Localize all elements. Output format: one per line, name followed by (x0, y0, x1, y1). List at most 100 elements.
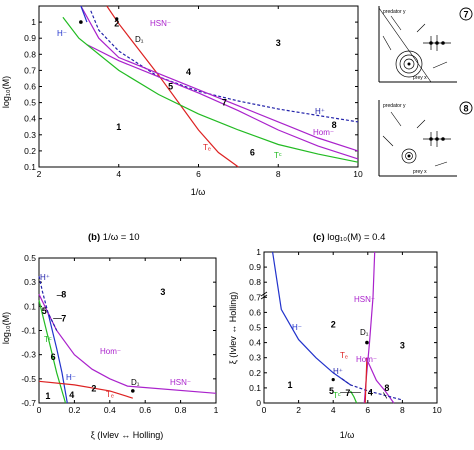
panel-c-pointer-8 (383, 392, 388, 399)
panel-a-region-3: 3 (276, 38, 281, 48)
panel-a-ytick-label: 0.6 (24, 82, 36, 92)
panel-b-ytick-label: -0.5 (21, 374, 36, 384)
panel-c-label-tc: Tᶜ (333, 391, 341, 400)
panel-b-xtick-label: 0.4 (104, 405, 116, 415)
panel-b-series-3 (38, 380, 133, 399)
panel-b-region-4: 4 (69, 390, 74, 400)
panel-b-ytick-label: -0.3 (21, 350, 36, 360)
panel-b-xtick-label: 0.8 (175, 405, 187, 415)
panel-a-ytick-label: 0.9 (24, 33, 36, 43)
panel-b-label-tc: Tᶜ (44, 335, 52, 344)
panel-c-label-d1: D₁ (360, 328, 369, 337)
panel-a-region-8: 8 (332, 120, 337, 130)
panel-c-label-hom: Hom⁻ (356, 355, 377, 364)
panel-c-chart: 0 2 4 6 8 10 0 0.1 0.2 0.3 0.4 0.5 0.6 0.7 0.8 0.9 1 1 2 3… (228, 247, 442, 440)
panel-a-xtick-label: 4 (116, 169, 121, 179)
panel-a-label-hom: Hom⁻ (313, 128, 334, 137)
panel-b-hplus (38, 275, 58, 331)
panel-b-xlabel: ξ (Ivlev ↔ Holling) (91, 430, 164, 440)
panel-b-title-text: 1/ω = 10 (100, 232, 139, 243)
panel-b-label-d1: D₁ (131, 378, 140, 387)
panel-a-xtick-label: 2 (37, 169, 42, 179)
panel-a-xtick-label: 10 (353, 169, 363, 179)
panel-b-xtick-label: 0.2 (68, 405, 80, 415)
panel-c-series-0 (272, 251, 351, 386)
panel-b-region-3: 3 (160, 287, 165, 297)
panel-b-region-8: 8 (61, 289, 66, 299)
panel-c-region-labels: 1 2 3 4 5 7 8 (287, 319, 404, 398)
panel-a-label-tc: Tᶜ (274, 151, 282, 160)
panel-c-xlabel: 1/ω (340, 430, 355, 440)
panel-a-label-hminus: H⁻ (57, 29, 67, 38)
panel-b-ytick-label: 0.3 (24, 277, 36, 287)
panel-a-xtick-label: 8 (276, 169, 281, 179)
panel-b-series-0 (47, 312, 68, 404)
panel-c-region-5: 5 (329, 386, 334, 396)
panel-a-label-te: Tₑ (203, 143, 211, 152)
panel-c-region-4: 4 (368, 387, 373, 397)
inset-8-xlabel: prey x (413, 169, 427, 175)
panel-b-region-labels: 1 2 3 4 5 6 7 8 (42, 287, 166, 401)
panel-c-series-3 (341, 378, 403, 401)
panel-c-title-text: log₁₀(M) = 0.4 (325, 232, 386, 243)
panel-a-ytick-label: 0.3 (24, 130, 36, 140)
panel-c-xtick-label: 8 (400, 405, 405, 415)
panel-a-ytick-label: 0.7 (24, 65, 36, 75)
phase-portrait-inset-7: predator y prey x 7 (378, 6, 473, 83)
panel-c-label-hsn: HSN⁻ (354, 295, 375, 304)
panel-b-label-hsn: HSN⁻ (170, 378, 191, 387)
inset-7-number: 7 (463, 10, 468, 20)
panel-c-ytick-label: 0.8 (249, 277, 261, 287)
panel-b-xtick-label: 0.6 (139, 405, 151, 415)
panel-a-label-hplus: H⁺ (315, 107, 325, 116)
panel-c-ytick-label: 0.3 (249, 353, 261, 363)
panel-b-xtick-label: 0 (37, 405, 42, 415)
panel-c-region-2: 2 (331, 319, 336, 329)
panel-b-axes: 0 0.2 0.4 0.6 0.8 1 -0.7 -0.5 -0.3 -0.1 0.1 0.3 0.5 (21, 253, 218, 415)
inset-8-ylabel: predator y (383, 103, 406, 109)
panel-b-chart: 0 0.2 0.4 0.6 0.8 1-0.7-0.5-0.3-0.10.10.30.5 … (1, 253, 219, 440)
panel-a-series-1 (106, 5, 239, 168)
panel-b-ytick-label: 0.1 (24, 301, 36, 311)
panel-c-axes: 0 2 4 6 8 10 0 0.1 0.2 0.3 0.4 0.5 0.6 0.7 0.8 0.9 1 (249, 247, 442, 415)
panel-b-ylabel: log₁₀(M) (1, 312, 11, 344)
panel-b-xtick-label: 1 (214, 405, 219, 415)
panel-a-xlabel: 1/ω (191, 187, 206, 197)
panel-b-d1-point (131, 389, 135, 393)
panel-c-label-hplus: H⁺ (333, 367, 343, 376)
panel-c-xtick-label: 10 (432, 405, 442, 415)
panel-a-region-1: 1 (116, 122, 121, 132)
panel-c-region-8: 8 (384, 383, 389, 393)
panel-b-ytick-label: -0.7 (21, 398, 36, 408)
panel-c-ytick-label: 0.9 (249, 262, 261, 272)
panel-b-region-1: 1 (45, 391, 50, 401)
panel-c-ytick-label: 0.5 (249, 323, 261, 333)
panel-b-title-letter: (b) (88, 232, 100, 243)
inset-7-xlabel: prey x (413, 75, 427, 81)
panel-c-ytick-label: 0.4 (249, 338, 261, 348)
panel-c-te (364, 357, 368, 404)
panel-b-label-hplus: H⁺ (40, 273, 50, 282)
panel-b-ytick-label: -0.1 (21, 326, 36, 336)
panel-c-xtick-label: 2 (296, 405, 301, 415)
panel-a-chart: 2 4 6 8 10 0.1 0.2 0.3 0.4 0.5 0.6 0.7 0.8 0.9 1 1 2 3 4 5… (1, 5, 363, 197)
panel-c-ytick-label: 0.7 (249, 292, 261, 302)
panel-a-region-labels: 1 2 3 4 5 6 7 8 (114, 19, 336, 158)
panel-a-series-3 (62, 16, 359, 163)
panel-a-d1-point (79, 20, 83, 24)
phase-portrait-inset-8: predator y prey x 8 (378, 100, 473, 177)
panel-a-series-0 (90, 10, 359, 123)
panel-a-axes: 2 4 6 8 10 0.1 0.2 0.3 0.4 0.5 0.6 0.7 0.8 0.9 1 (24, 5, 363, 179)
panel-a-region-5: 5 (168, 82, 173, 92)
panel-a-xtick-label: 6 (196, 169, 201, 179)
inset-7-ylabel: predator y (383, 9, 406, 15)
panel-c-region-3: 3 (400, 341, 405, 351)
panel-c-region-7: 7 (345, 388, 350, 398)
panel-c-axis-break-2 (260, 294, 268, 300)
panel-b-curves (38, 275, 217, 404)
panel-a-ytick-label: 0.5 (24, 98, 36, 108)
panel-c-hplus-point (331, 377, 335, 382)
panel-c-d1-point (365, 340, 369, 345)
panel-a-ytick-label: 0.1 (24, 162, 36, 172)
panel-b-label-te: Tₑ (106, 390, 114, 399)
